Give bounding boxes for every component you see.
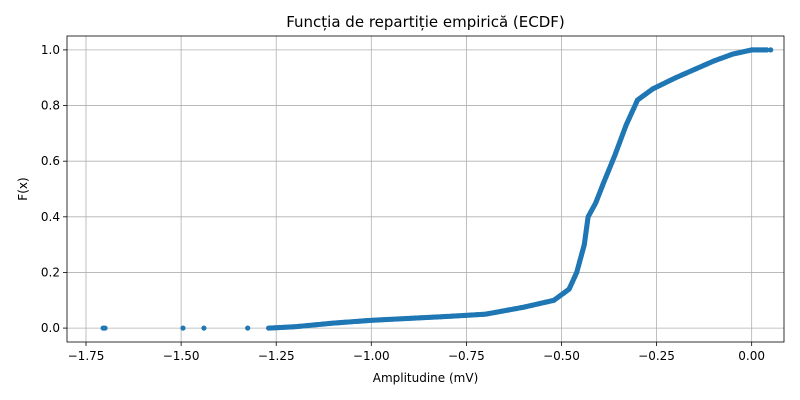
data-points xyxy=(100,47,774,331)
data-point xyxy=(764,47,770,53)
y-tick-label: 0.4 xyxy=(41,210,60,224)
data-point xyxy=(102,325,108,331)
x-tick-label: −1.50 xyxy=(163,349,200,363)
data-point xyxy=(201,325,207,331)
y-tick-label: 0.0 xyxy=(41,321,60,335)
y-axis-ticks: 0.0 0.2 0.4 0.6 0.8 1.0 xyxy=(41,43,67,335)
data-point xyxy=(245,325,251,331)
x-tick-label: −1.00 xyxy=(353,349,390,363)
x-tick-label: −1.25 xyxy=(258,349,295,363)
x-axis-title: Amplitudine (mV) xyxy=(373,371,479,385)
y-axis-title: F(x) xyxy=(16,177,30,200)
y-tick-label: 1.0 xyxy=(41,43,60,57)
x-axis-ticks: −1.75 −1.50 −1.25 −1.00 −0.75 −0.50 −0.25 0.00 xyxy=(68,342,765,363)
x-tick-label: −1.75 xyxy=(68,349,105,363)
x-tick-label: −0.75 xyxy=(448,349,485,363)
x-tick-label: −0.25 xyxy=(638,349,675,363)
chart-title: Funcția de repartiție empirică (ECDF) xyxy=(286,13,565,31)
y-tick-label: 0.8 xyxy=(41,99,60,113)
x-tick-label: −0.50 xyxy=(543,349,580,363)
plot-frame xyxy=(66,35,785,343)
y-tick-label: 0.2 xyxy=(41,265,60,279)
grid xyxy=(67,36,784,342)
data-point xyxy=(180,325,186,331)
y-tick-label: 0.6 xyxy=(41,154,60,168)
x-tick-label: 0.00 xyxy=(738,349,765,363)
data-point xyxy=(768,47,774,53)
